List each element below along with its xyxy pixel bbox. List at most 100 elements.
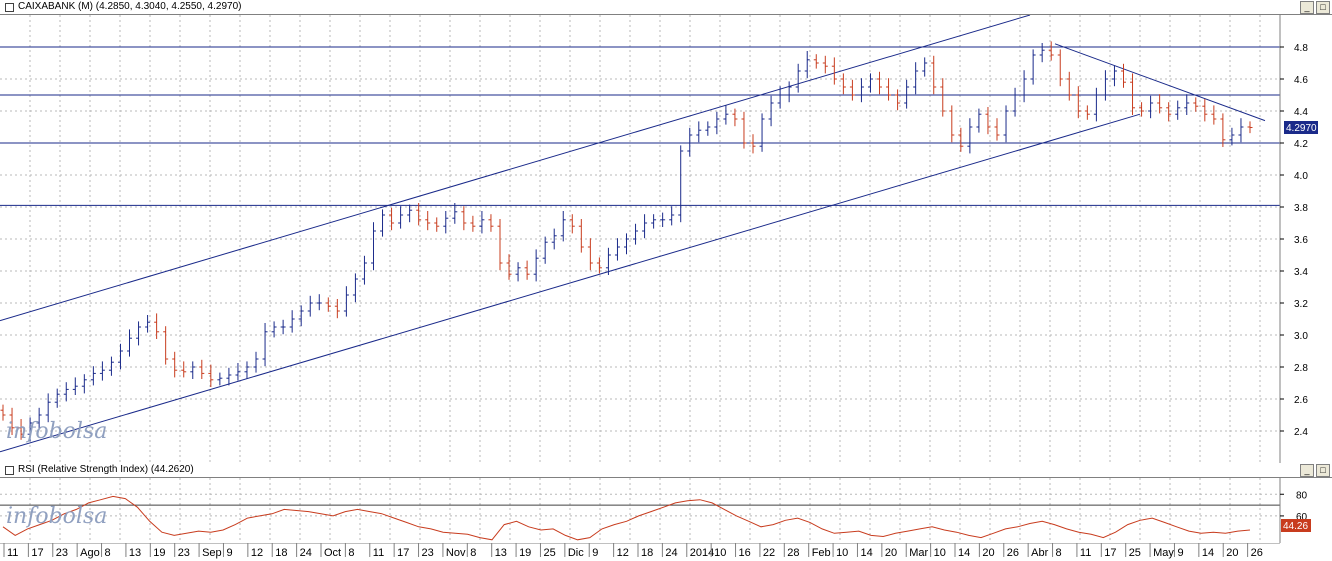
ohlc-bar[interactable] <box>1120 63 1126 88</box>
ohlc-bar[interactable] <box>904 79 910 109</box>
ohlc-bar[interactable] <box>244 361 250 379</box>
ohlc-bar[interactable] <box>696 121 702 143</box>
ohlc-bar[interactable] <box>886 78 892 101</box>
ohlc-bar[interactable] <box>352 273 358 303</box>
ohlc-bar[interactable] <box>985 107 991 135</box>
ohlc-bar[interactable] <box>994 118 1000 141</box>
ohlc-bar[interactable] <box>81 374 87 394</box>
ohlc-bar[interactable] <box>199 359 205 379</box>
ohlc-bar[interactable] <box>1220 113 1226 147</box>
ohlc-bar[interactable] <box>741 111 747 149</box>
rsi-chart[interactable]: 60 80 infobolsa 44.26 <box>0 478 1332 543</box>
ohlc-bar[interactable] <box>1211 105 1217 125</box>
ohlc-bar[interactable] <box>99 361 105 381</box>
ohlc-bar[interactable] <box>596 257 602 274</box>
ohlc-bar[interactable] <box>940 78 946 117</box>
ohlc-bar[interactable] <box>271 321 277 338</box>
ohlc-bar[interactable] <box>560 211 566 242</box>
maximize-icon[interactable]: □ <box>1316 1 1330 14</box>
ohlc-bar[interactable] <box>325 297 331 312</box>
ohlc-bar[interactable] <box>813 54 819 69</box>
ohlc-bar[interactable] <box>1202 99 1208 122</box>
ohlc-bar[interactable] <box>614 238 620 261</box>
ohlc-bar[interactable] <box>27 417 33 442</box>
ohlc-bar[interactable] <box>172 351 178 378</box>
ohlc-bar[interactable] <box>1021 70 1027 103</box>
ohlc-bar[interactable] <box>36 407 42 429</box>
ohlc-bar[interactable] <box>1003 105 1009 143</box>
panel-handle-icon[interactable] <box>5 466 14 475</box>
ohlc-bar[interactable] <box>63 382 69 402</box>
ohlc-bar[interactable] <box>443 211 449 234</box>
ohlc-bar[interactable] <box>0 404 6 421</box>
ohlc-bar[interactable] <box>922 57 928 77</box>
ohlc-bar[interactable] <box>642 214 648 239</box>
ohlc-bar[interactable] <box>759 113 765 152</box>
ohlc-bar[interactable] <box>587 238 593 271</box>
ohlc-bar[interactable] <box>389 207 395 231</box>
ohlc-bar[interactable] <box>732 108 738 127</box>
ohlc-bar[interactable] <box>949 105 955 143</box>
ohlc-bar[interactable] <box>669 206 675 226</box>
ohlc-bar[interactable] <box>90 366 96 386</box>
ohlc-bar[interactable] <box>687 127 693 157</box>
ohlc-bar[interactable] <box>45 393 51 423</box>
ohlc-bar[interactable] <box>217 372 223 386</box>
ohlc-bar[interactable] <box>804 51 810 79</box>
ohlc-bar[interactable] <box>461 206 467 231</box>
ohlc-bar[interactable] <box>181 361 187 378</box>
resistance-trend-line[interactable] <box>1054 43 1266 122</box>
ohlc-bar[interactable] <box>1012 87 1018 117</box>
ohlc-bar[interactable] <box>316 294 322 311</box>
ohlc-bar[interactable] <box>1057 49 1063 87</box>
ohlc-bar[interactable] <box>9 407 15 435</box>
panel-handle-icon[interactable] <box>5 3 14 12</box>
ohlc-bar[interactable] <box>298 305 304 327</box>
ohlc-bar[interactable] <box>434 217 440 232</box>
ohlc-bar[interactable] <box>1157 94 1163 114</box>
ohlc-bar[interactable] <box>497 219 503 271</box>
ohlc-bar[interactable] <box>849 79 855 101</box>
ohlc-bar[interactable] <box>867 73 873 93</box>
ohlc-bar[interactable] <box>470 215 476 232</box>
ohlc-bar[interactable] <box>1175 100 1181 120</box>
ohlc-bar[interactable] <box>361 255 367 285</box>
ohlc-bar[interactable] <box>416 203 422 226</box>
ohlc-bar[interactable] <box>1093 87 1099 122</box>
ohlc-bar[interactable] <box>1066 71 1072 101</box>
ohlc-bar[interactable] <box>822 55 828 74</box>
ohlc-bar[interactable] <box>1229 127 1235 146</box>
rsi-plot-area[interactable] <box>0 478 1280 543</box>
ohlc-bar[interactable] <box>380 209 386 237</box>
maximize-icon[interactable]: □ <box>1316 464 1330 477</box>
ohlc-bar[interactable] <box>678 145 684 223</box>
ohlc-bar[interactable] <box>334 299 340 319</box>
ohlc-bar[interactable] <box>633 223 639 245</box>
ohlc-bar[interactable] <box>976 108 982 133</box>
ohlc-bar[interactable] <box>226 367 232 386</box>
ohlc-bar[interactable] <box>958 127 964 152</box>
ohlc-bar[interactable] <box>262 323 268 367</box>
ohlc-bar[interactable] <box>1030 49 1036 85</box>
ohlc-bar[interactable] <box>1184 94 1190 115</box>
ohlc-bar[interactable] <box>117 343 123 370</box>
ohlc-bar[interactable] <box>145 315 151 333</box>
ohlc-bar[interactable] <box>136 321 142 346</box>
ohlc-bar[interactable] <box>524 260 530 280</box>
ohlc-bar[interactable] <box>506 254 512 280</box>
ohlc-bar[interactable] <box>425 211 431 231</box>
ohlc-bar[interactable] <box>18 419 24 440</box>
ohlc-bar[interactable] <box>307 295 313 317</box>
ohlc-bar[interactable] <box>542 236 548 264</box>
ohlc-bar[interactable] <box>795 63 801 93</box>
ohlc-bar[interactable] <box>343 286 349 317</box>
ohlc-bar[interactable] <box>651 214 657 229</box>
ohlc-bar[interactable] <box>54 388 60 408</box>
ohlc-bar[interactable] <box>831 57 837 85</box>
ohlc-bar[interactable] <box>1130 73 1136 115</box>
ohlc-bar[interactable] <box>660 212 666 227</box>
ohlc-bar[interactable] <box>1102 70 1108 101</box>
ohlc-bar[interactable] <box>1148 95 1154 119</box>
ohlc-bar[interactable] <box>1111 65 1117 87</box>
ohlc-bar[interactable] <box>786 81 792 103</box>
